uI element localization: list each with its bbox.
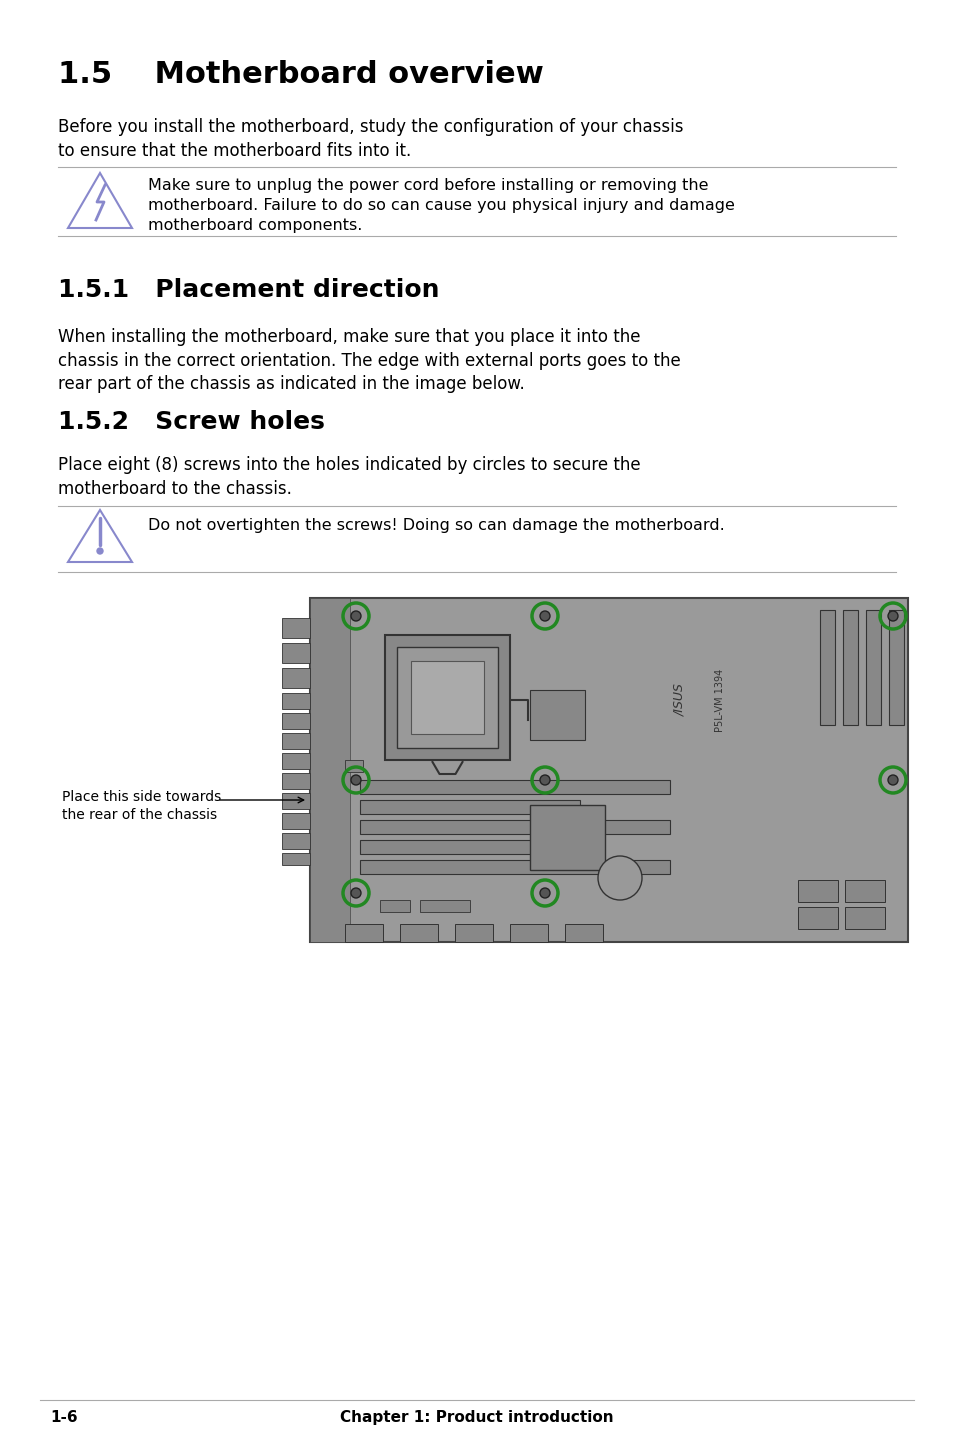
Bar bbox=[282, 669, 310, 687]
Bar bbox=[282, 618, 310, 638]
Bar bbox=[888, 610, 903, 725]
Text: P5L-VM 1394: P5L-VM 1394 bbox=[714, 669, 724, 732]
Bar bbox=[359, 800, 579, 814]
Bar bbox=[282, 713, 310, 729]
Circle shape bbox=[598, 856, 641, 900]
Circle shape bbox=[539, 889, 550, 897]
Bar bbox=[359, 820, 669, 834]
Text: When installing the motherboard, make sure that you place it into the
chassis in: When installing the motherboard, make su… bbox=[58, 328, 680, 393]
Bar bbox=[345, 925, 382, 942]
Text: Make sure to unplug the power cord before installing or removing the
motherboard: Make sure to unplug the power cord befor… bbox=[148, 178, 734, 233]
Text: 1-6: 1-6 bbox=[50, 1411, 77, 1425]
Bar bbox=[359, 779, 669, 794]
Text: 1.5.2   Screw holes: 1.5.2 Screw holes bbox=[58, 410, 325, 434]
Bar bbox=[282, 733, 310, 749]
Text: Do not overtighten the screws! Doing so can damage the motherboard.: Do not overtighten the screws! Doing so … bbox=[148, 518, 724, 533]
Text: Place this side towards
the rear of the chassis: Place this side towards the rear of the … bbox=[62, 789, 221, 823]
Text: 1.5.1   Placement direction: 1.5.1 Placement direction bbox=[58, 278, 439, 302]
Text: Before you install the motherboard, study the configuration of your chassis
to e: Before you install the motherboard, stud… bbox=[58, 118, 682, 160]
Bar bbox=[385, 636, 510, 761]
Text: Chapter 1: Product introduction: Chapter 1: Product introduction bbox=[340, 1411, 613, 1425]
Bar bbox=[345, 761, 363, 772]
Bar bbox=[282, 833, 310, 848]
Bar bbox=[455, 925, 493, 942]
Bar bbox=[282, 853, 310, 866]
Bar bbox=[844, 880, 884, 902]
Text: Place eight (8) screws into the holes indicated by circles to secure the
motherb: Place eight (8) screws into the holes in… bbox=[58, 456, 640, 498]
Bar bbox=[865, 610, 880, 725]
Circle shape bbox=[539, 611, 550, 621]
Bar bbox=[379, 900, 410, 912]
Circle shape bbox=[351, 889, 360, 897]
Bar bbox=[310, 598, 350, 942]
Bar bbox=[797, 880, 837, 902]
Circle shape bbox=[539, 775, 550, 785]
Circle shape bbox=[351, 611, 360, 621]
Bar bbox=[844, 907, 884, 929]
Bar bbox=[282, 792, 310, 810]
Bar bbox=[797, 907, 837, 929]
Circle shape bbox=[887, 775, 897, 785]
Bar bbox=[419, 900, 470, 912]
Text: 1.5    Motherboard overview: 1.5 Motherboard overview bbox=[58, 60, 543, 89]
Bar bbox=[399, 925, 437, 942]
Bar bbox=[359, 840, 579, 854]
Circle shape bbox=[97, 548, 103, 554]
Bar bbox=[530, 690, 584, 741]
Bar bbox=[396, 647, 497, 748]
Bar bbox=[564, 925, 602, 942]
Bar bbox=[310, 598, 907, 942]
Text: /ISUS: /ISUS bbox=[673, 683, 686, 716]
Bar bbox=[359, 860, 669, 874]
Bar bbox=[282, 774, 310, 789]
Circle shape bbox=[887, 611, 897, 621]
Bar bbox=[820, 610, 834, 725]
Bar bbox=[282, 812, 310, 828]
Bar bbox=[282, 693, 310, 709]
Bar bbox=[842, 610, 857, 725]
Bar bbox=[510, 925, 547, 942]
Bar bbox=[282, 754, 310, 769]
Bar bbox=[530, 805, 604, 870]
Circle shape bbox=[351, 775, 360, 785]
Bar bbox=[282, 643, 310, 663]
Bar bbox=[411, 661, 483, 733]
